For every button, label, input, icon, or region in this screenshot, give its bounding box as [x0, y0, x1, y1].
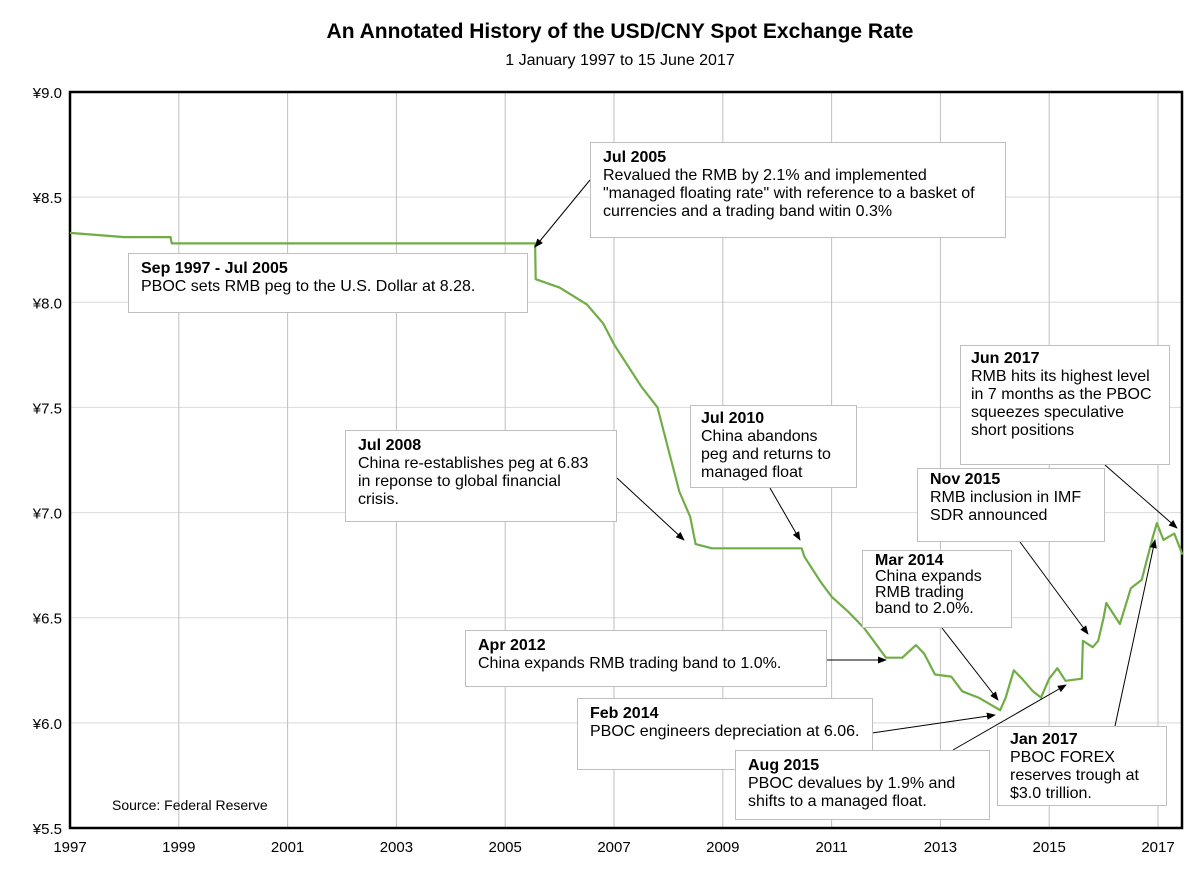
annotation-text: Revalued the RMB by 2.1% and implemented… [603, 167, 975, 220]
y-tick-label: ¥6.5 [32, 611, 62, 628]
y-tick-label: ¥9.0 [32, 85, 62, 102]
annotation-text: China expands RMB trading band to 1.0%. [478, 655, 782, 672]
annotation-title: Sep 1997 - Jul 2005 [141, 260, 288, 277]
annotation-arrow [952, 684, 1067, 751]
annotation-nov-2015: Nov 2015 RMB inclusion in IMF SDR announc… [917, 468, 1105, 542]
y-tick-label: ¥6.0 [32, 716, 62, 733]
source-note: Source: Federal Reserve [112, 797, 268, 813]
annotation-arrow [1114, 539, 1157, 727]
chart-subtitle: 1 January 1997 to 15 June 2017 [505, 52, 735, 69]
annotation-title: Aug 2015 [748, 757, 820, 774]
annotation-jun-2017: Jun 2017 RMB hits its highest level in 7 … [960, 345, 1170, 465]
annotation-title: Jun 2017 [971, 350, 1040, 367]
annotation-apr-2012: Apr 2012 China expands RMB trading band t… [465, 630, 827, 687]
annotation-text: China expands RMB trading band to 2.0%. [875, 568, 982, 617]
annotation-text: China abandons peg and returns to manage… [701, 428, 831, 481]
annotation-arrow [871, 712, 996, 734]
x-tick-label: 2005 [489, 839, 522, 856]
annotation-title: Feb 2014 [590, 705, 659, 722]
annotation-title: Jan 2017 [1010, 731, 1078, 748]
annotation-jul-2005: Jul 2005 Revalued the RMB by 2.1% and imp… [590, 142, 1006, 238]
annotation-text: PBOC engineers depreciation at 6.06. [590, 723, 860, 740]
annotation-title: Mar 2014 [875, 552, 944, 569]
annotation-arrow [616, 477, 685, 541]
annotation-title: Jul 2008 [358, 437, 422, 454]
y-tick-label: ¥8.0 [32, 295, 62, 312]
x-tick-label: 1997 [53, 839, 86, 856]
annotation-text: PBOC devalues by 1.9% and shifts to a ma… [748, 775, 956, 810]
x-tick-label: 2011 [815, 839, 847, 856]
annotation-text: RMB hits its highest level in 7 months a… [971, 368, 1152, 439]
x-tick-label: 2001 [271, 839, 304, 856]
x-tick-label: 2017 [1141, 839, 1174, 856]
x-tick-label: 2013 [924, 839, 957, 856]
y-tick-label: ¥7.0 [32, 506, 62, 523]
annotation-arrow [941, 627, 999, 701]
y-tick-label: ¥8.5 [32, 190, 62, 207]
annotation-arrow [769, 487, 801, 541]
annotation-mar-2014: Mar 2014 China expands RMB trading band t… [862, 550, 1012, 628]
annotation-text: China re-establishes peg at 6.83 in repo… [358, 455, 589, 508]
x-tick-label: 2015 [1033, 839, 1066, 856]
x-tick-label: 2007 [597, 839, 630, 856]
y-tick-label: ¥7.5 [32, 400, 62, 417]
annotation-arrow [534, 179, 591, 248]
x-tick-label: 1999 [162, 839, 195, 856]
annotation-aug-2015: Aug 2015 PBOC devalues by 1.9% and shifts… [735, 750, 990, 820]
y-tick-label: ¥5.5 [32, 821, 62, 838]
annotation-text: PBOC FOREX reserves trough at $3.0 trill… [1010, 749, 1139, 802]
annotation-title: Jul 2010 [701, 410, 765, 427]
x-tick-label: 2009 [706, 839, 739, 856]
annotation-sep-1997: Sep 1997 - Jul 2005 PBOC sets RMB peg to … [128, 253, 528, 313]
annotation-title: Jul 2005 [603, 149, 667, 166]
x-tick-label: 2003 [380, 839, 413, 856]
annotation-jan-2017: Jan 2017 PBOC FOREX reserves trough at $3… [997, 726, 1167, 806]
annotation-arrow [1019, 541, 1089, 635]
annotation-text: PBOC sets RMB peg to the U.S. Dollar at … [141, 278, 476, 295]
chart-title: An Annotated History of the USD/CNY Spot… [326, 20, 914, 43]
annotation-jul-2008: Jul 2008 China re-establishes peg at 6.83… [345, 430, 617, 522]
annotation-arrow [1104, 464, 1178, 529]
annotation-text: RMB inclusion in IMF SDR announced [930, 489, 1082, 524]
annotation-title: Nov 2015 [930, 471, 1001, 488]
annotation-jul-2010: Jul 2010 China abandons peg and returns t… [690, 405, 857, 488]
annotation-title: Apr 2012 [478, 637, 546, 654]
plot-border [68, 90, 1184, 830]
